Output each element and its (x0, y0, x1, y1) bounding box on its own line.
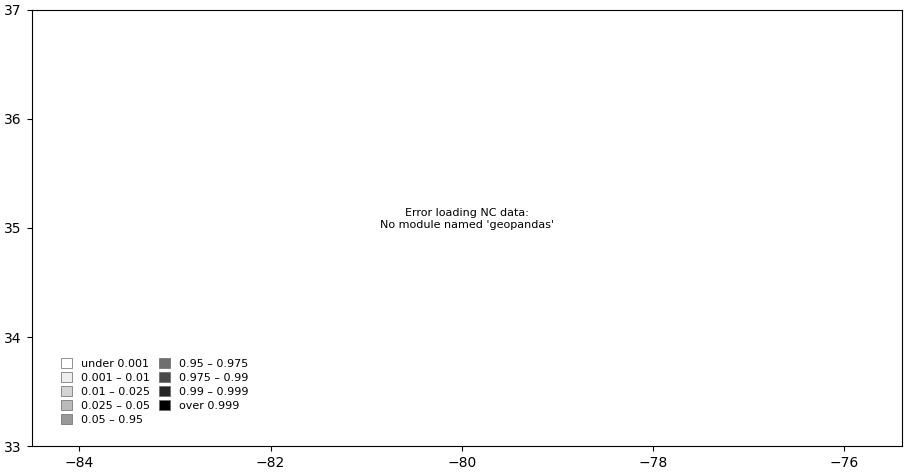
Legend: under 0.001, 0.001 – 0.01, 0.01 – 0.025, 0.025 – 0.05, 0.05 – 0.95, 0.95 – 0.975: under 0.001, 0.001 – 0.01, 0.01 – 0.025,… (54, 351, 255, 432)
Text: Error loading NC data:
No module named 'geopandas': Error loading NC data: No module named '… (380, 208, 554, 230)
